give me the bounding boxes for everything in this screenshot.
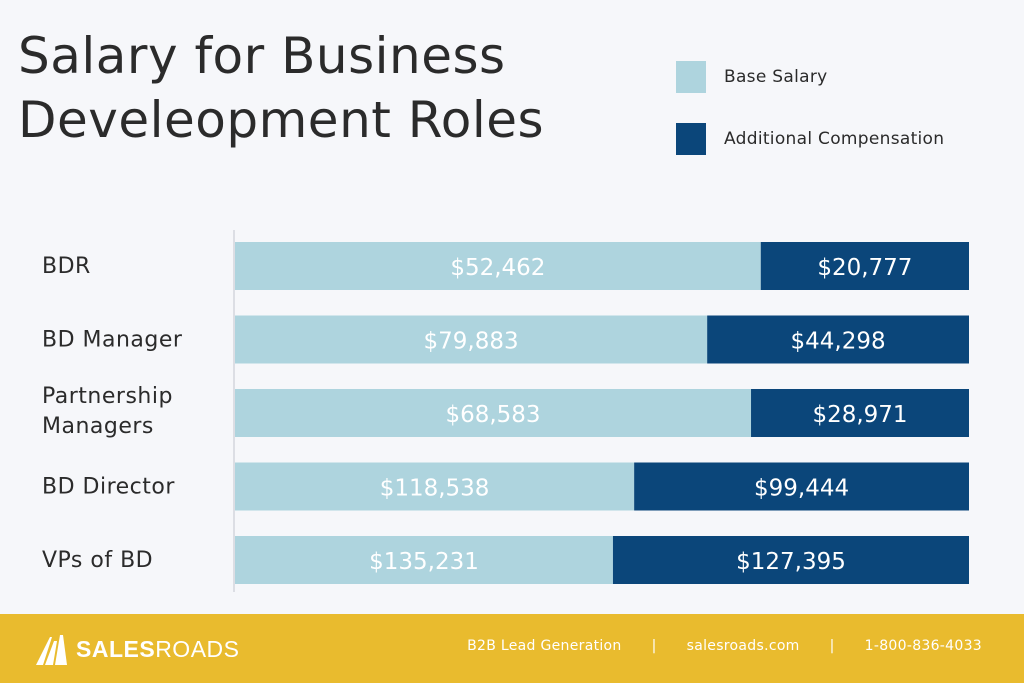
footer-links: B2B Lead Generation | salesroads.com | 1… [467,638,982,654]
road-logo-icon [36,635,67,665]
footer-tagline: B2B Lead Generation [467,638,622,654]
category-label-bd-manager: BD Manager [42,328,183,353]
bar-base-salary-partnership-managers [235,389,752,437]
legend-label-additional-compensation: Additional Compensation [724,129,945,149]
data-label-additional-compensation-bdr: $20,777 [817,255,912,281]
data-label-additional-compensation-vps-of-bd: $127,395 [736,549,846,575]
logo-text: SALESROADS [76,636,239,663]
footer-separator: | [829,638,835,654]
data-label-base-salary-bdr: $52,462 [450,255,545,281]
footer-website-link[interactable]: salesroads.com [686,638,800,654]
footer-bar: SALESROADS B2B Lead Generation | salesro… [0,614,1024,683]
data-label-base-salary-bd-manager: $79,883 [424,329,519,355]
legend-item-base-salary: Base Salary [676,60,944,94]
data-label-base-salary-partnership-managers: $68,583 [445,402,540,428]
chart-title: Salary for Business Develeopment Roles [18,27,545,149]
footer-phone-link[interactable]: 1-800-836-4033 [864,638,982,654]
logo-text-bold: SALES [76,635,156,662]
bar-additional-compensation-partnership-managers [751,389,969,437]
bar-base-salary-bd-director [235,462,635,511]
bar-base-salary-vps-of-bd [235,536,613,584]
data-label-base-salary-bd-director: $118,538 [380,476,490,502]
data-label-additional-compensation-bd-manager: $44,298 [791,329,886,355]
bar-additional-compensation-bdr [760,242,969,290]
bar-base-salary-bdr [235,242,761,290]
salesroads-logo[interactable]: SALESROADS [36,633,239,665]
legend-label-base-salary: Base Salary [724,67,828,87]
category-label-bdr: BDR [42,254,91,279]
legend: Base Salary Additional Compensation [676,60,944,184]
data-label-base-salary-vps-of-bd: $135,231 [369,549,479,575]
category-label-partnership-managers: Partnership Managers [42,384,173,439]
footer-separator: | [651,638,657,654]
legend-item-additional-compensation: Additional Compensation [676,122,944,156]
bar-base-salary-bd-manager [235,315,708,364]
bar-additional-compensation-bd-director [634,462,969,511]
data-label-additional-compensation-partnership-managers: $28,971 [812,402,907,428]
logo-text-regular: ROADS [155,635,240,662]
legend-swatch-additional-compensation [676,123,706,155]
bar-additional-compensation-bd-manager [707,315,969,364]
bar-additional-compensation-vps-of-bd [612,536,969,584]
legend-swatch-base-salary [676,61,706,93]
stacked-bar-chart: BDR $52,462 $20,777 BD Manager $79,883 $44,29… [42,230,969,592]
category-label-vps-of-bd: VPs of BD [42,548,153,573]
category-label-bd-director: BD Director [42,475,175,500]
data-label-additional-compensation-bd-director: $99,444 [754,476,849,502]
